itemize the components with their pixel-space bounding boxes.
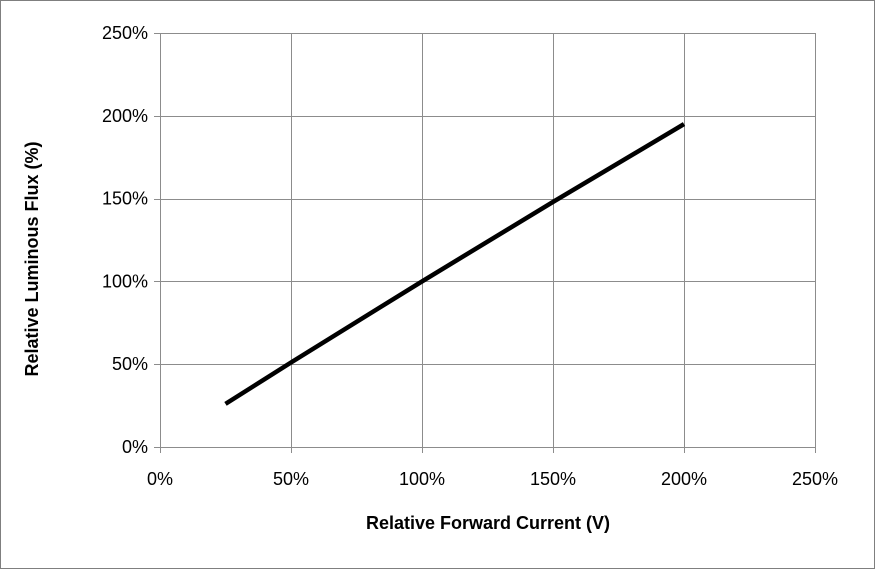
- y-tick-label: 150%: [102, 189, 148, 209]
- y-tick-label: 100%: [102, 271, 148, 291]
- y-tick-labels: 0% 50% 100% 150% 200% 250%: [102, 23, 148, 457]
- axes: [154, 33, 816, 453]
- y-tick-label: 250%: [102, 23, 148, 43]
- x-tick-label: 100%: [399, 469, 445, 489]
- x-tick-label: 0%: [147, 469, 173, 489]
- x-tick-labels: 0% 50% 100% 150% 200% 250%: [147, 469, 838, 489]
- x-axis-title: Relative Forward Current (V): [366, 513, 610, 533]
- y-axis-title: Relative Luminous Flux (%): [22, 141, 42, 376]
- series-line: [224, 122, 686, 406]
- y-tick-label: 0%: [122, 437, 148, 457]
- x-tick-label: 200%: [661, 469, 707, 489]
- x-tick-label: 50%: [273, 469, 309, 489]
- x-tick-label: 150%: [530, 469, 576, 489]
- y-tick-label: 200%: [102, 106, 148, 126]
- x-tick-label: 250%: [792, 469, 838, 489]
- series-layer: [224, 122, 686, 406]
- grid-lines: [160, 33, 816, 447]
- y-tick-label: 50%: [112, 354, 148, 374]
